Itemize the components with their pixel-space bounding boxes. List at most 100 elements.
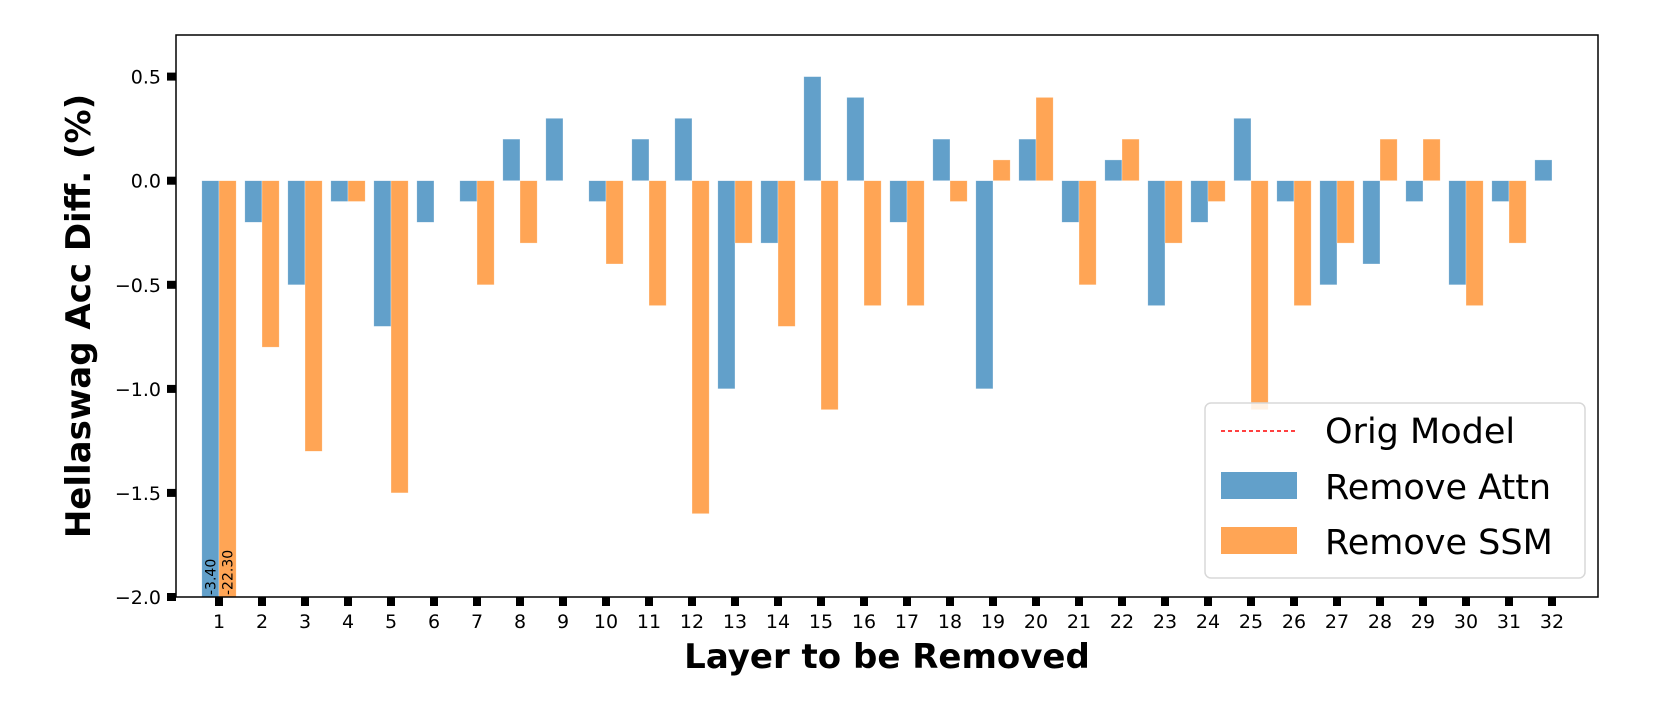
bar-remove-ssm-15 <box>820 180 839 410</box>
bar-remove-ssm-29 <box>1422 138 1441 182</box>
x-tick-mark <box>731 597 739 606</box>
bar-remove-ssm-1 <box>218 180 237 598</box>
bars-group <box>201 76 1553 598</box>
x-tick-mark <box>1204 597 1212 606</box>
bar-remove-ssm-7 <box>476 180 495 286</box>
x-tick-label: 8 <box>514 611 526 633</box>
bar-remove-ssm-31 <box>1508 180 1527 244</box>
x-tick-label: 10 <box>594 611 618 633</box>
x-tick-mark <box>215 597 223 606</box>
bar-remove-ssm-11 <box>648 180 667 306</box>
x-tick-mark <box>1032 597 1040 606</box>
bar-remove-ssm-24 <box>1207 180 1226 202</box>
bar-remove-attn-25 <box>1233 118 1252 182</box>
bar-remove-attn-17 <box>889 180 908 223</box>
y-tick-label: 0.5 <box>131 67 161 89</box>
x-tick-label: 9 <box>557 611 569 633</box>
bar-remove-ssm-26 <box>1293 180 1312 306</box>
y-tick-mark <box>167 488 176 497</box>
x-tick-mark <box>602 597 610 606</box>
bar-annotation: -3.40 <box>203 559 219 595</box>
x-tick-label: 15 <box>809 611 833 633</box>
bar-remove-attn-28 <box>1362 180 1381 265</box>
x-tick-mark <box>473 597 481 606</box>
x-tick-label: 12 <box>680 611 704 633</box>
bar-remove-attn-31 <box>1491 180 1510 202</box>
x-tick-label: 13 <box>723 611 747 633</box>
legend-label-orig-model: Orig Model <box>1325 412 1515 452</box>
x-tick-mark <box>645 597 653 606</box>
y-tick-mark <box>167 176 176 185</box>
x-tick-label: 2 <box>256 611 268 633</box>
bar-remove-attn-24 <box>1190 180 1209 223</box>
x-tick-label: 23 <box>1153 611 1177 633</box>
bar-remove-ssm-19 <box>992 159 1011 181</box>
bar-remove-attn-27 <box>1319 180 1338 286</box>
y-tick-mark <box>167 593 176 601</box>
bar-remove-ssm-13 <box>734 180 753 244</box>
bar-remove-ssm-20 <box>1035 97 1054 182</box>
bar-remove-ssm-28 <box>1379 138 1398 182</box>
bar-remove-ssm-23 <box>1164 180 1183 244</box>
y-tick-mark <box>167 72 176 81</box>
x-tick-label: 21 <box>1067 611 1091 633</box>
x-tick-mark <box>817 597 825 606</box>
x-tick-label: 22 <box>1110 611 1134 633</box>
x-tick-mark <box>903 597 911 606</box>
bar-remove-attn-14 <box>760 180 779 244</box>
bar-annotation: -22.30 <box>221 550 237 595</box>
x-tick-mark <box>387 597 395 606</box>
bar-remove-attn-4 <box>330 180 349 202</box>
legend-label-remove-attn: Remove Attn <box>1325 468 1551 508</box>
x-tick-mark <box>559 597 567 606</box>
y-tick-label: −2.0 <box>115 587 161 609</box>
x-tick-mark <box>1118 597 1126 606</box>
x-tick-label: 24 <box>1196 611 1220 633</box>
bar-remove-ssm-21 <box>1078 180 1097 286</box>
bar-remove-ssm-18 <box>949 180 968 202</box>
x-tick-mark <box>1419 597 1427 606</box>
x-tick-label: 11 <box>637 611 661 633</box>
legend-label-remove-ssm: Remove SSM <box>1325 523 1553 563</box>
x-tick-mark <box>1247 597 1255 606</box>
x-tick-label: 7 <box>471 611 483 633</box>
x-tick-label: 3 <box>299 611 311 633</box>
bar-remove-attn-19 <box>975 180 994 390</box>
bar-remove-ssm-27 <box>1336 180 1355 244</box>
x-tick-mark <box>1462 597 1470 606</box>
x-tick-mark <box>1075 597 1083 606</box>
x-tick-mark <box>1376 597 1384 606</box>
x-tick-label: 32 <box>1540 611 1564 633</box>
x-tick-mark <box>344 597 352 606</box>
x-axis-title: Layer to be Removed <box>684 637 1090 677</box>
y-axis-title: Hellaswag Acc Diff. (%) <box>59 94 99 538</box>
x-tick-mark <box>774 597 782 606</box>
x-tick-label: 17 <box>895 611 919 633</box>
bar-remove-ssm-10 <box>605 180 624 265</box>
x-tick-label: 26 <box>1282 611 1306 633</box>
bar-remove-ssm-3 <box>304 180 323 452</box>
x-tick-label: 5 <box>385 611 397 633</box>
x-tick-mark <box>301 597 309 606</box>
bar-remove-ssm-22 <box>1121 138 1140 182</box>
legend-remove-attn-swatch-icon <box>1221 472 1297 499</box>
x-tick-mark <box>1548 597 1556 606</box>
bar-remove-attn-23 <box>1147 180 1166 306</box>
bar-remove-ssm-4 <box>347 180 366 202</box>
bar-remove-attn-13 <box>717 180 736 390</box>
bar-remove-attn-6 <box>416 180 435 223</box>
bar-remove-attn-16 <box>846 97 865 182</box>
bar-remove-attn-15 <box>803 76 822 181</box>
x-tick-label: 18 <box>938 611 962 633</box>
x-tick-label: 30 <box>1454 611 1478 633</box>
x-tick-mark <box>860 597 868 606</box>
y-tick-label: −1.5 <box>115 483 161 505</box>
bar-remove-attn-22 <box>1104 159 1123 181</box>
bar-remove-attn-3 <box>287 180 306 286</box>
annotations-group: -3.40 -22.30 <box>203 550 236 595</box>
y-tick-label: −0.5 <box>115 275 161 297</box>
bar-remove-attn-9 <box>545 118 564 182</box>
x-tick-mark <box>1290 597 1298 606</box>
legend-remove-ssm-swatch-icon <box>1221 527 1297 554</box>
x-tick-label: 20 <box>1024 611 1048 633</box>
